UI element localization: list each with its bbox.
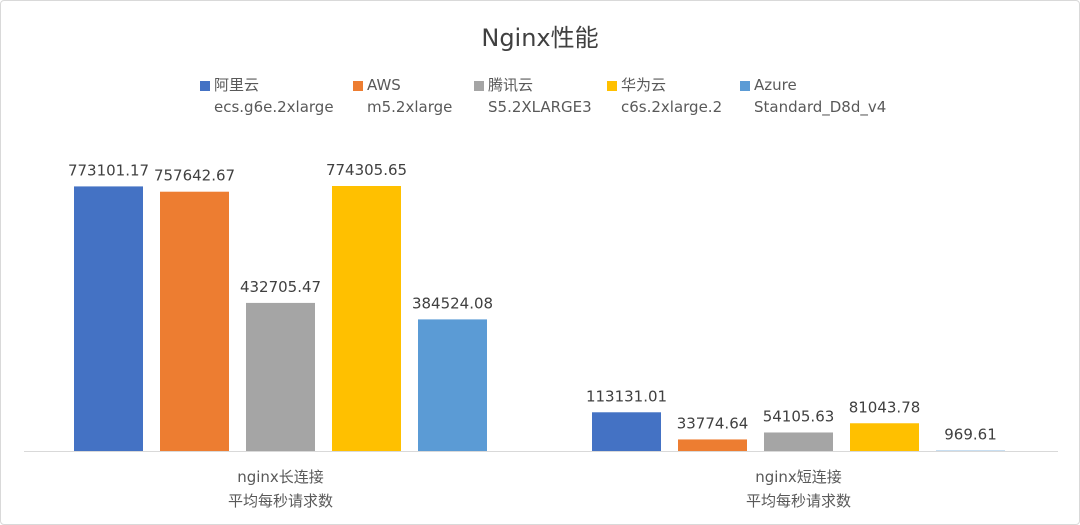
- data-label: 773101.17: [68, 161, 149, 179]
- legend-sublabel: ecs.g6e.2xlarge: [214, 98, 334, 116]
- legend-label: AWS: [367, 76, 401, 94]
- category-label: nginx长连接: [237, 468, 324, 486]
- legend-label: 阿里云: [214, 76, 260, 94]
- bar-3-1: [850, 423, 919, 451]
- legend-sublabel: m5.2xlarge: [367, 98, 453, 116]
- legend-label: 华为云: [621, 76, 667, 94]
- legend-sublabel: Standard_D8d_v4: [754, 98, 887, 116]
- data-label: 384524.08: [412, 294, 493, 312]
- bar-0-1: [592, 412, 661, 451]
- category-label: nginx短连接: [755, 468, 842, 486]
- legend-label: Azure: [754, 76, 797, 94]
- category-label: 平均每秒请求数: [746, 492, 851, 510]
- legend-swatch: [200, 81, 210, 91]
- bar-4-0: [418, 319, 487, 451]
- chart-title: Nginx性能: [481, 24, 599, 52]
- bar-2-1: [764, 432, 833, 451]
- data-label: 969.61: [944, 426, 997, 444]
- bar-2-0: [246, 302, 315, 451]
- bar-1-0: [160, 191, 229, 452]
- data-label: 432705.47: [240, 278, 321, 296]
- legend-swatch: [740, 81, 750, 91]
- legend-swatch: [607, 81, 617, 91]
- bar-3-0: [332, 186, 401, 451]
- data-label: 113131.01: [586, 387, 667, 405]
- legend-swatch: [353, 81, 363, 91]
- data-label: 774305.65: [326, 161, 407, 179]
- bar-0-0: [74, 186, 143, 451]
- data-label: 54105.63: [763, 407, 835, 425]
- bar-1-1: [678, 439, 747, 451]
- legend-sublabel: c6s.2xlarge.2: [621, 98, 723, 116]
- legend-label: 腾讯云: [488, 76, 534, 94]
- legend-swatch: [474, 81, 484, 91]
- legend-sublabel: S5.2XLARGE3: [488, 98, 592, 116]
- data-label: 81043.78: [849, 398, 921, 416]
- category-label: 平均每秒请求数: [228, 492, 333, 510]
- data-label: 33774.64: [677, 414, 749, 432]
- data-label: 757642.67: [154, 167, 235, 185]
